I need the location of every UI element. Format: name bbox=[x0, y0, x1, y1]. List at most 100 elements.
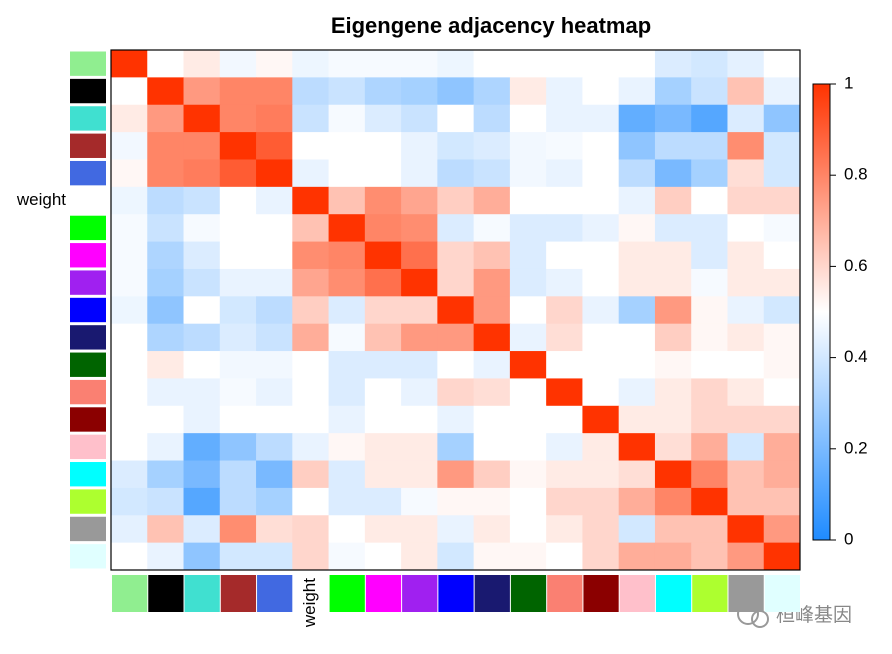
heatmap-cell bbox=[111, 296, 148, 325]
heatmap-cell bbox=[727, 515, 765, 544]
heatmap-cell bbox=[292, 515, 330, 544]
row-module-swatch bbox=[70, 544, 106, 569]
heatmap-cell bbox=[401, 132, 438, 160]
heatmap-cell bbox=[618, 241, 656, 270]
heatmap-cell bbox=[546, 268, 583, 297]
heatmap-cell bbox=[328, 405, 366, 434]
heatmap-cell bbox=[328, 268, 366, 297]
heatmap-cell bbox=[473, 214, 511, 243]
col-module-swatch bbox=[510, 575, 547, 612]
heatmap-cell bbox=[618, 296, 656, 325]
heatmap-cell bbox=[256, 296, 293, 325]
heatmap-cell bbox=[691, 104, 728, 133]
heatmap-cell bbox=[292, 378, 330, 407]
heatmap-cell bbox=[473, 104, 511, 133]
heatmap-cell bbox=[401, 351, 438, 379]
heatmap-cell bbox=[509, 104, 547, 133]
heatmap-cell bbox=[437, 77, 475, 106]
heatmap-cell bbox=[328, 186, 366, 215]
heatmap-cell bbox=[147, 159, 185, 188]
heatmap-cell bbox=[183, 186, 221, 215]
heatmap-cell bbox=[582, 104, 620, 133]
heatmap-cell bbox=[147, 104, 185, 133]
heatmap-cell bbox=[111, 268, 148, 297]
row-module-swatch bbox=[70, 215, 106, 241]
heatmap-cell bbox=[364, 460, 402, 489]
heatmap-cell bbox=[691, 132, 728, 160]
heatmap-cell bbox=[654, 50, 692, 78]
heatmap-cell bbox=[509, 214, 547, 243]
heatmap-cell bbox=[654, 542, 692, 571]
heatmap-cell bbox=[546, 186, 583, 215]
row-module-swatch bbox=[70, 270, 106, 295]
heatmap-cell bbox=[691, 378, 728, 407]
heatmap-cell bbox=[727, 460, 765, 489]
heatmap-cell bbox=[111, 433, 148, 462]
heatmap-cell bbox=[763, 186, 801, 215]
heatmap-cell bbox=[546, 487, 583, 516]
heatmap-cell bbox=[219, 132, 257, 160]
heatmap-cell bbox=[364, 132, 402, 160]
col-module-swatch bbox=[184, 575, 220, 612]
heatmap-cell bbox=[364, 378, 402, 407]
chart-title: Eigengene adjacency heatmap bbox=[331, 13, 651, 38]
heatmap-cell bbox=[328, 77, 366, 106]
heatmap-cell bbox=[691, 323, 728, 352]
heatmap-cell bbox=[546, 159, 583, 188]
row-module-swatch bbox=[70, 51, 106, 76]
heatmap-cell bbox=[437, 378, 475, 407]
heatmap-cell bbox=[618, 132, 656, 160]
heatmap-cell bbox=[111, 323, 148, 352]
heatmap-cell bbox=[582, 159, 620, 188]
heatmap-cell bbox=[727, 241, 765, 270]
col-module-swatch bbox=[692, 575, 728, 612]
heatmap-cell bbox=[727, 433, 765, 462]
heatmap-cell bbox=[437, 241, 475, 270]
heatmap-cell bbox=[437, 268, 475, 297]
heatmap-cell bbox=[473, 542, 511, 571]
heatmap-cell bbox=[219, 296, 257, 325]
heatmap-cell bbox=[763, 132, 801, 160]
heatmap-cell bbox=[364, 50, 402, 78]
heatmap-cell bbox=[727, 159, 765, 188]
heatmap-cell bbox=[328, 241, 366, 270]
heatmap-cell bbox=[727, 104, 765, 133]
heatmap-cell bbox=[111, 159, 148, 188]
col-module-swatch bbox=[220, 575, 257, 612]
heatmap-cell bbox=[256, 433, 293, 462]
heatmap-cell bbox=[509, 186, 547, 215]
heatmap-cell bbox=[111, 542, 148, 571]
heatmap-cell bbox=[401, 50, 438, 78]
heatmap-cell bbox=[219, 433, 257, 462]
heatmap-cell bbox=[111, 132, 148, 160]
heatmap-cell bbox=[618, 433, 656, 462]
heatmap-cell bbox=[509, 132, 547, 160]
heatmap-cell bbox=[401, 241, 438, 270]
heatmap-cell bbox=[364, 296, 402, 325]
heatmap-cell bbox=[256, 50, 293, 78]
heatmap-cell bbox=[691, 487, 728, 516]
heatmap-cell bbox=[183, 77, 221, 106]
heatmap-cell bbox=[582, 132, 620, 160]
heatmap-cell bbox=[183, 241, 221, 270]
heatmap-cell bbox=[364, 405, 402, 434]
heatmap-cell bbox=[473, 268, 511, 297]
row-module-swatch bbox=[70, 407, 106, 432]
heatmap-cell bbox=[183, 214, 221, 243]
colorbar-tick-label: 0 bbox=[844, 529, 853, 548]
heatmap-cell bbox=[618, 186, 656, 215]
heatmap-cell bbox=[292, 77, 330, 106]
heatmap-cell bbox=[618, 214, 656, 243]
heatmap-cell bbox=[364, 515, 402, 544]
heatmap-cell bbox=[147, 433, 185, 462]
colorbar-tick-label: 0.4 bbox=[844, 347, 868, 366]
heatmap-cell bbox=[256, 487, 293, 516]
colorbar-tick-label: 0.2 bbox=[844, 438, 868, 457]
heatmap-cell bbox=[219, 77, 257, 106]
heatmap-cell bbox=[111, 186, 148, 215]
heatmap-cell bbox=[509, 351, 547, 379]
heatmap-cell bbox=[763, 323, 801, 352]
heatmap-cell bbox=[546, 50, 583, 78]
heatmap-cell bbox=[364, 268, 402, 297]
